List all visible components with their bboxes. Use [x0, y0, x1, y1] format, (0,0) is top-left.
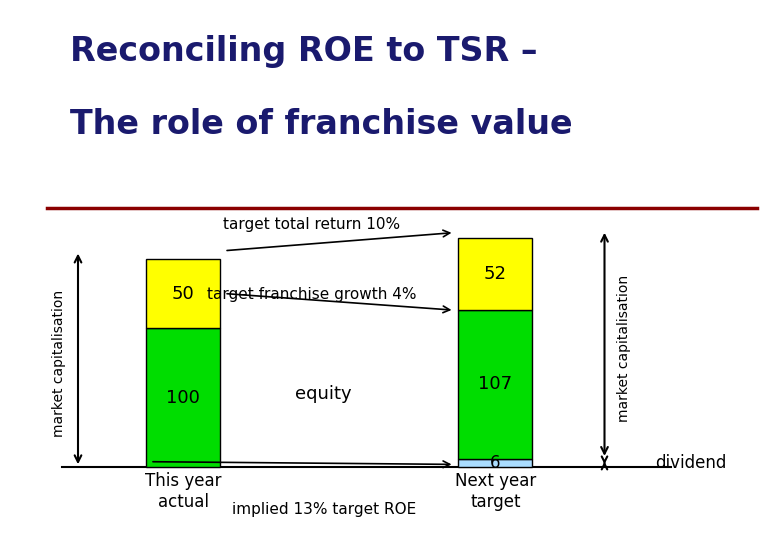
- Text: 6: 6: [490, 454, 501, 472]
- Text: target franchise growth 4%: target franchise growth 4%: [207, 287, 417, 302]
- Text: 52: 52: [484, 265, 507, 283]
- Text: market capitalisation: market capitalisation: [51, 289, 66, 436]
- Bar: [459, 459, 532, 467]
- Text: 107: 107: [478, 375, 512, 394]
- Text: Next year
target: Next year target: [455, 472, 536, 511]
- Text: This year
actual: This year actual: [145, 472, 222, 511]
- Text: target total return 10%: target total return 10%: [223, 217, 401, 232]
- Text: 50: 50: [172, 285, 195, 302]
- Text: 100: 100: [166, 389, 200, 407]
- Text: The role of franchise value: The role of franchise value: [70, 108, 573, 141]
- Bar: [147, 259, 220, 328]
- Text: market capitalisation: market capitalisation: [617, 275, 631, 422]
- Text: Reconciling ROE to TSR –: Reconciling ROE to TSR –: [70, 35, 537, 68]
- Text: dividend: dividend: [655, 454, 727, 472]
- Bar: [147, 328, 220, 467]
- Text: implied 13% target ROE: implied 13% target ROE: [232, 502, 416, 517]
- Bar: [459, 238, 532, 310]
- Text: equity: equity: [296, 385, 352, 403]
- Bar: [459, 310, 532, 459]
